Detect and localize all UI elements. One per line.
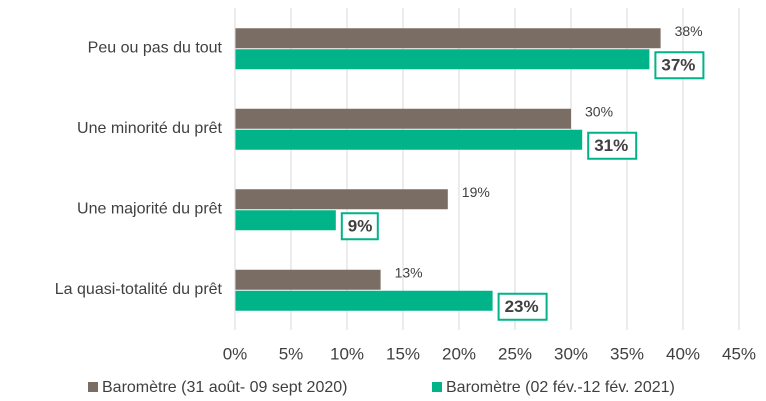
- x-tick-label: 10%: [330, 344, 364, 363]
- x-tick-label: 20%: [442, 344, 476, 363]
- value-label-box: [654, 51, 705, 80]
- y-tick-label: La quasi-totalité du prêt: [55, 281, 223, 298]
- bar: [235, 49, 650, 70]
- bar: [235, 108, 571, 129]
- value-label-box: [497, 292, 548, 321]
- x-tick-label: 15%: [386, 344, 420, 363]
- bar: [235, 28, 661, 49]
- bar: [235, 290, 493, 311]
- legend-label: Baromètre (02 fév.-12 fév. 2021): [446, 379, 675, 396]
- value-label: 30%: [585, 103, 613, 119]
- bar: [235, 129, 583, 150]
- y-tick-label: Une minorité du prêt: [77, 120, 223, 137]
- value-label: 38%: [675, 23, 703, 39]
- value-label: 19%: [462, 184, 490, 200]
- legend-swatch: [88, 382, 98, 392]
- legend-label: Baromètre (31 août- 09 sept 2020): [102, 379, 347, 396]
- x-tick-label: 45%: [722, 344, 756, 363]
- bar: [235, 189, 448, 210]
- x-tick-label: 0%: [223, 344, 248, 363]
- value-label: 9%: [348, 217, 373, 236]
- x-tick-label: 5%: [279, 344, 304, 363]
- value-label: 37%: [661, 56, 695, 75]
- value-label: 23%: [505, 297, 539, 316]
- x-tick-label: 30%: [554, 344, 588, 363]
- value-label: 31%: [594, 136, 628, 155]
- bar: [235, 210, 336, 231]
- y-tick-label: Peu ou pas du tout: [88, 39, 223, 56]
- x-tick-label: 40%: [666, 344, 700, 363]
- y-tick-label: Une majorité du prêt: [77, 200, 223, 217]
- legend-swatch: [432, 382, 442, 392]
- value-label-box: [340, 212, 379, 241]
- x-tick-label: 35%: [610, 344, 644, 363]
- bar: [235, 269, 381, 290]
- value-label: 13%: [395, 264, 423, 280]
- x-tick-label: 25%: [498, 344, 532, 363]
- value-label-box: [587, 131, 638, 160]
